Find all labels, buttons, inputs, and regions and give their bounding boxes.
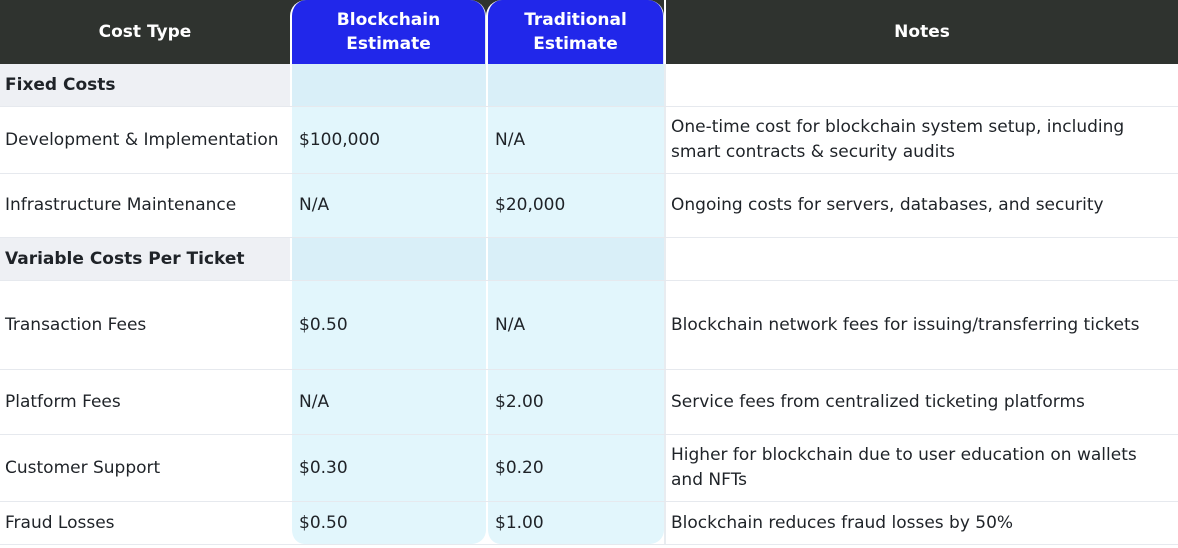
section-fixed-costs: Fixed Costs	[0, 64, 1178, 107]
blockchain-estimate-cell: $100,000	[290, 107, 486, 173]
table-row: Transaction Fees $0.50 N/A Blockchain ne…	[0, 281, 1178, 370]
header-blockchain-estimate: Blockchain Estimate	[290, 0, 486, 64]
section-title: Fixed Costs	[0, 64, 290, 106]
cost-type-cell: Infrastructure Maintenance	[5, 195, 237, 215]
blockchain-estimate-cell: N/A	[290, 174, 486, 237]
header-cost-type: Cost Type	[98, 22, 192, 42]
cost-type-cell: Development & Implementation	[5, 129, 279, 150]
header-notes: Notes	[664, 0, 1178, 64]
cost-type-cell: Transaction Fees	[5, 314, 147, 335]
cost-type-cell: Platform Fees	[5, 391, 121, 412]
notes-cell: Blockchain reduces fraud losses by 50%	[664, 502, 1178, 544]
notes-cell: Higher for blockchain due to user educat…	[664, 435, 1178, 501]
section-traditional-empty	[486, 64, 664, 106]
section-blockchain-empty	[290, 64, 486, 106]
notes-cell: Ongoing costs for servers, databases, an…	[664, 174, 1178, 237]
table-row: Development & Implementation $100,000 N/…	[0, 107, 1178, 174]
traditional-estimate-cell: $20,000	[486, 174, 664, 237]
traditional-estimate-cell: N/A	[486, 107, 664, 173]
section-notes-empty	[664, 238, 1178, 280]
table-header: Cost Type Blockchain Estimate Traditiona…	[0, 0, 1178, 64]
table-row: Fraud Losses $0.50 $1.00 Blockchain redu…	[0, 502, 1178, 544]
blockchain-estimate-cell: $0.50	[290, 502, 486, 544]
section-title: Variable Costs Per Ticket	[0, 238, 290, 280]
notes-cell: Service fees from centralized ticketing …	[664, 370, 1178, 434]
table-bottom-border	[0, 544, 1178, 545]
traditional-estimate-cell: $1.00	[486, 502, 664, 544]
traditional-estimate-cell: $2.00	[486, 370, 664, 434]
traditional-estimate-cell: N/A	[486, 281, 664, 369]
blockchain-estimate-cell: $0.50	[290, 281, 486, 369]
section-blockchain-empty	[290, 238, 486, 280]
blockchain-estimate-cell: $0.30	[290, 435, 486, 501]
cost-type-cell: Fraud Losses	[5, 512, 115, 533]
traditional-estimate-cell: $0.20	[486, 435, 664, 501]
notes-cell: Blockchain network fees for issuing/tran…	[664, 281, 1178, 369]
table-row: Infrastructure Maintenance N/A $20,000 O…	[0, 174, 1178, 238]
notes-cell: One-time cost for blockchain system setu…	[664, 107, 1178, 173]
table-row: Platform Fees N/A $2.00 Service fees fro…	[0, 370, 1178, 435]
section-notes-empty	[664, 64, 1178, 106]
table-row: Customer Support $0.30 $0.20 Higher for …	[0, 435, 1178, 502]
section-variable-costs: Variable Costs Per Ticket	[0, 238, 1178, 281]
header-traditional-estimate: Traditional Estimate	[486, 0, 664, 64]
cost-type-cell: Customer Support	[5, 457, 161, 478]
section-traditional-empty	[486, 238, 664, 280]
blockchain-estimate-cell: N/A	[290, 370, 486, 434]
